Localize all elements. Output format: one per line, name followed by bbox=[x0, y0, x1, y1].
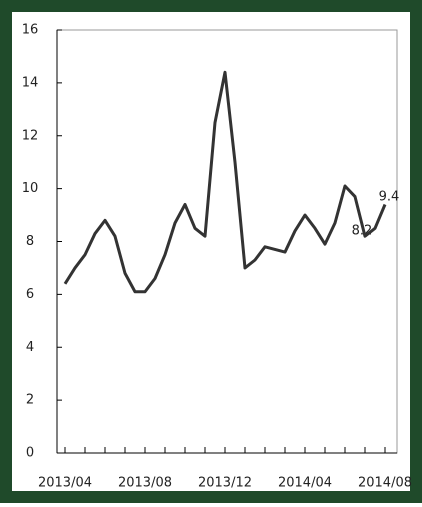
y-tick-label: 6 bbox=[26, 287, 34, 302]
x-tick-label: 2013/12 bbox=[198, 476, 252, 491]
y-tick-label: 12 bbox=[22, 128, 39, 143]
panel bbox=[12, 12, 410, 491]
y-tick-label: 0 bbox=[26, 446, 34, 461]
x-tick-label: 2013/04 bbox=[38, 476, 92, 491]
x-tick-label: 2014/04 bbox=[278, 476, 332, 491]
y-tick-label: 8 bbox=[26, 234, 34, 249]
x-tick-label: 2013/08 bbox=[118, 476, 172, 491]
y-tick-label: 10 bbox=[22, 181, 39, 196]
annotation: 9.4 bbox=[379, 190, 400, 205]
line bbox=[63, 70, 387, 294]
y-tick-label: 14 bbox=[22, 75, 39, 90]
x-tick-label: 2014/08 bbox=[358, 476, 412, 491]
y-tick-label: 2 bbox=[26, 393, 34, 408]
y-tick-label: 4 bbox=[26, 340, 34, 355]
y-tick-label: 16 bbox=[22, 23, 39, 38]
